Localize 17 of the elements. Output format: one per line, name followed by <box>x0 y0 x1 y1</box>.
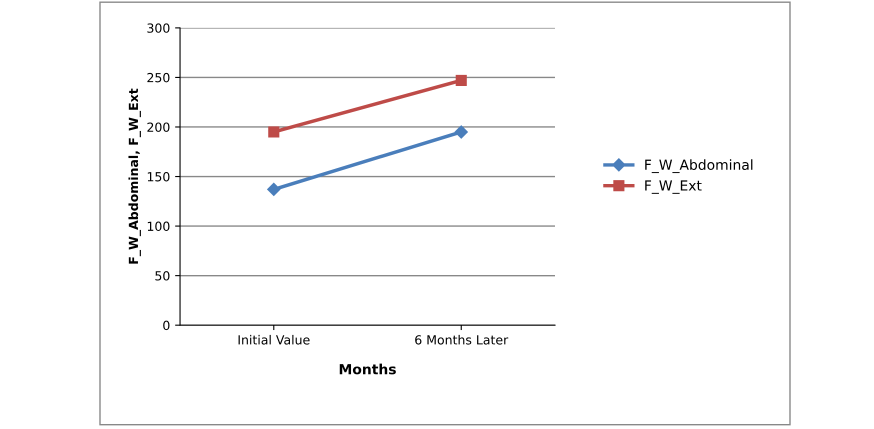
y-tick-label: 200 <box>147 122 170 132</box>
x-tick-label: Initial Value <box>238 334 310 345</box>
point <box>268 126 280 138</box>
point <box>454 125 468 139</box>
y-tick-label: 150 <box>148 172 170 182</box>
y-tick-label: 250 <box>147 72 170 82</box>
point <box>267 182 280 196</box>
legend-label: F_W_Abdominal <box>645 159 752 174</box>
y-axis-title: F_W_Abdominal, F_W_Ext <box>128 88 141 264</box>
y-tick-label: 50 <box>155 271 170 281</box>
y-tick-label: 100 <box>148 222 170 232</box>
x-tick-label: 6 Months Later <box>415 334 508 345</box>
legend-label: F_W_Ext <box>645 180 702 194</box>
point <box>456 74 467 86</box>
y-tick-label: 0 <box>163 320 170 330</box>
y-tick-label: 300 <box>147 23 170 33</box>
x-axis-title: Months <box>340 364 396 374</box>
